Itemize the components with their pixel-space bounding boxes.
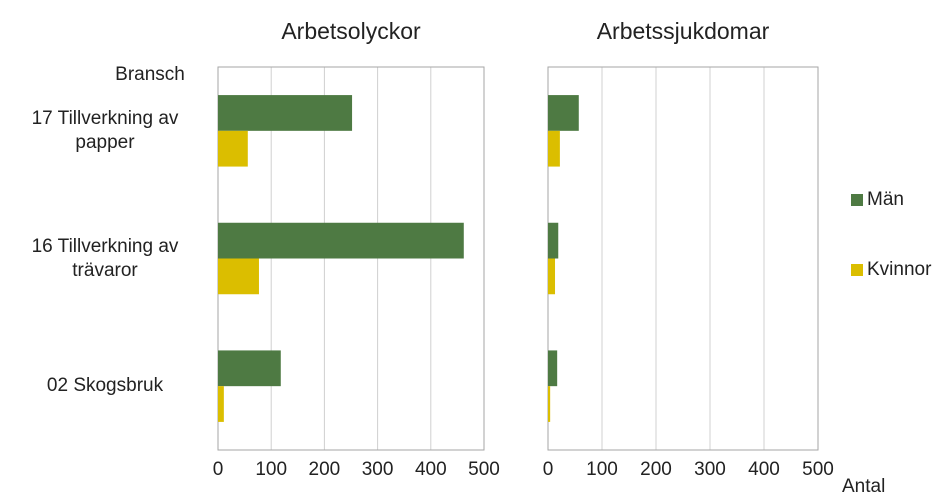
- bar: [218, 386, 224, 422]
- bar: [218, 258, 259, 295]
- plot-border: [547, 66, 819, 451]
- x-axis-title: Antal: [842, 476, 885, 497]
- bar: [218, 350, 281, 387]
- legend-label: Män: [867, 189, 904, 210]
- x-tick-label: 0: [543, 459, 554, 480]
- y-axis-title: Bransch: [115, 64, 185, 85]
- bar: [218, 222, 464, 259]
- bar: [548, 350, 558, 387]
- legend-swatch: [851, 194, 863, 206]
- bar: [548, 95, 579, 131]
- x-tick-label: 500: [802, 459, 834, 480]
- legend-swatch: [851, 264, 863, 276]
- chart-title: Arbetssjukdomar: [597, 18, 770, 44]
- x-tick-label: 500: [468, 459, 500, 480]
- x-tick-label: 200: [640, 459, 672, 480]
- bar: [218, 95, 353, 131]
- x-tick-label: 400: [415, 459, 447, 480]
- y-tick-label: 16 Tillverkning av trävaror: [31, 235, 179, 281]
- x-tick-label: 200: [309, 459, 341, 480]
- bar: [548, 258, 556, 295]
- chart-title: Arbetsolyckor: [281, 18, 421, 44]
- y-tick-label: 17 Tillverkning av papper: [31, 107, 179, 153]
- x-tick-label: 100: [586, 459, 618, 480]
- x-tick-label: 0: [213, 459, 224, 480]
- legend-label: Kvinnor: [867, 259, 932, 280]
- bar: [548, 222, 559, 259]
- y-tick-label: 02 Skogsbruk: [46, 375, 164, 397]
- bar: [218, 130, 248, 167]
- bar: [548, 130, 560, 167]
- x-tick-label: 300: [694, 459, 726, 480]
- x-tick-label: 100: [255, 459, 287, 480]
- bar: [548, 386, 551, 422]
- x-tick-label: 300: [362, 459, 394, 480]
- x-tick-label: 400: [748, 459, 780, 480]
